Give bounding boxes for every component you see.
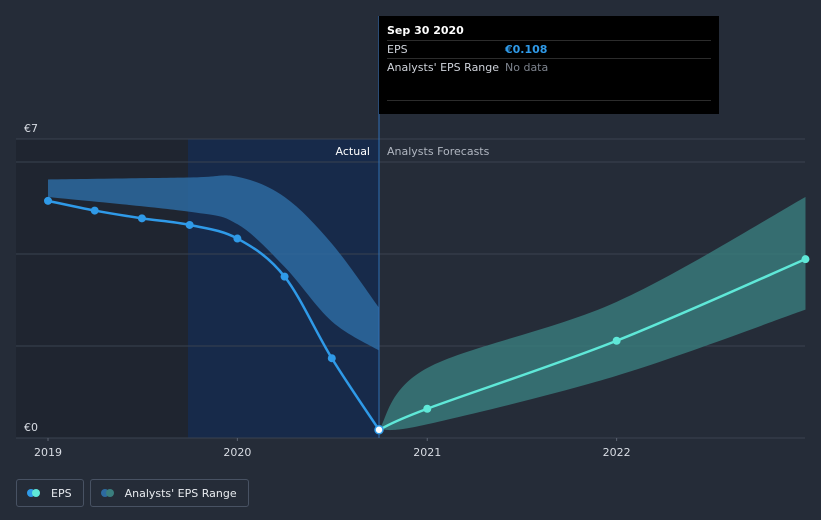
eps-point-highlight [374, 425, 384, 435]
range-band-forecast [379, 196, 806, 431]
tooltip-eps-label: EPS [387, 43, 408, 56]
eps-swatch-dot-actual [27, 489, 35, 497]
tooltip-range-value: No data [505, 61, 549, 74]
eps-point-3 [185, 220, 194, 229]
tooltip-eps-value: €0.108 [505, 43, 548, 56]
tooltip-date: Sep 30 2020 [387, 24, 464, 37]
eps-point-10 [801, 255, 810, 264]
range-swatch-dot-actual [100, 489, 109, 497]
eps-point-8 [423, 404, 432, 413]
tooltip-row-eps: EPS €0.108 [387, 40, 711, 58]
tooltip: Sep 30 2020 EPS €0.108 Analysts' EPS Ran… [379, 16, 719, 114]
x-tick-label-2022: 2022 [603, 446, 631, 459]
eps-swatch-icon [27, 489, 43, 497]
legend-item-eps[interactable]: EPS [16, 479, 84, 507]
legend-eps-label: EPS [51, 486, 72, 500]
x-tick-label-2020: 2020 [223, 446, 251, 459]
x-tick-label-2021: 2021 [413, 446, 441, 459]
legend: EPS Analysts' EPS Range [16, 479, 249, 507]
eps-point-2 [137, 214, 146, 223]
region-label-actual: Actual [336, 145, 370, 158]
tooltip-divider [387, 100, 711, 102]
legend-range-label: Analysts' EPS Range [124, 486, 237, 500]
range-swatch-dot-forecast [105, 489, 114, 497]
eps-point-9 [612, 336, 621, 345]
tooltip-range-label: Analysts' EPS Range [387, 61, 500, 74]
range-band-actual [48, 175, 380, 351]
range-swatch-icon [100, 489, 117, 497]
eps-point-1 [90, 206, 99, 215]
eps-line-forecast [378, 257, 806, 431]
eps-point-4 [233, 234, 242, 243]
legend-item-range[interactable]: Analysts' EPS Range [89, 479, 249, 507]
eps-point-6 [327, 354, 336, 363]
tooltip-row-range: Analysts' EPS Range No data [387, 58, 711, 76]
eps-swatch-dot-forecast [32, 489, 40, 497]
eps-point-0 [44, 196, 52, 205]
y-tick-label-top: €7 [24, 122, 38, 135]
y-tick-label-bottom: €0 [24, 421, 38, 434]
region-label-forecast: Analysts Forecasts [387, 145, 490, 158]
eps-point-5 [280, 272, 289, 281]
x-tick-label-2019: 2019 [34, 446, 62, 459]
